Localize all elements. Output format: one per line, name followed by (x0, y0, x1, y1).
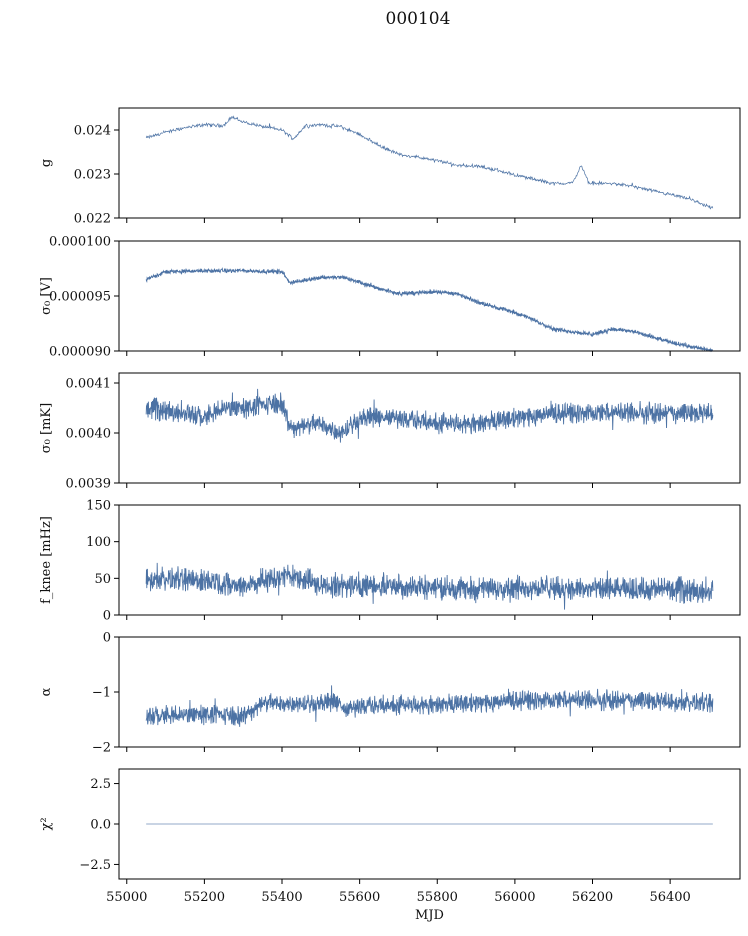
series-line-1 (145, 115, 714, 210)
y-tick-label: 100 (86, 535, 111, 550)
y-axis-label: f_knee [mHz] (39, 516, 54, 604)
x-tick-label: 55800 (417, 890, 458, 905)
y-tick-label: 150 (86, 499, 111, 514)
x-tick-label: 55400 (261, 890, 302, 905)
panel-2: 0.000090 0.000095 0.000100 σ₀ [V] (39, 235, 741, 360)
y-tick-label: 0 (103, 631, 111, 646)
figure-title: 000104 (386, 9, 451, 29)
y-tick-label: 0.0041 (66, 377, 112, 392)
panel-6: −2.5 0.0 2.5 χ² (39, 768, 741, 884)
panel-frame (118, 636, 741, 748)
y-axis-label: α (39, 687, 54, 696)
y-tick-label: 2.5 (90, 777, 111, 792)
x-tick-label: 55600 (339, 890, 380, 905)
panel-frame (118, 240, 741, 352)
y-tick-label: 0.000095 (49, 290, 111, 305)
panel-frame (118, 372, 741, 484)
x-axis-label: MJD (415, 908, 444, 923)
y-axis-label: g (39, 159, 54, 167)
x-tick-label: 56000 (494, 890, 535, 905)
y-tick-label: 0 (103, 609, 111, 624)
y-tick-label: −2.5 (79, 858, 111, 873)
series-line-3 (145, 388, 714, 443)
x-tick-label: 55200 (184, 890, 225, 905)
y-tick-label: 0.0039 (66, 477, 112, 492)
y-axis-label: χ² (39, 817, 54, 830)
panel-frame (118, 107, 741, 219)
x-tick-label: 56400 (649, 890, 690, 905)
y-tick-label: −2 (92, 741, 111, 756)
y-tick-label: 0.0 (90, 818, 111, 833)
panel-frame (118, 504, 741, 616)
y-tick-label: 0.000100 (49, 235, 111, 250)
y-axis-label: σ₀ [V] (39, 277, 54, 315)
panel-3: 0.0039 0.0040 0.0041 σ₀ [mK] (39, 372, 741, 492)
y-tick-label: −1 (92, 686, 111, 701)
y-tick-label: 0.023 (74, 168, 111, 183)
panel-5: −2 −1 0 α (39, 631, 741, 756)
x-tick-label: 56200 (572, 890, 613, 905)
y-tick-label: 50 (94, 572, 111, 587)
y-tick-label: 0.0040 (66, 427, 112, 442)
y-tick-label: 0.024 (74, 124, 111, 139)
y-tick-label: 0.000090 (49, 345, 111, 360)
panel-4: 0 50 100 150 f_knee [mHz] (39, 499, 741, 624)
panel-1: 0.022 0.023 0.024 g (39, 107, 741, 227)
x-tick-label: 55000 (106, 890, 147, 905)
y-tick-label: 0.022 (74, 212, 111, 227)
y-axis-label: σ₀ [mK] (39, 403, 54, 453)
series-line-5 (145, 685, 714, 727)
series-line-2 (145, 267, 713, 353)
series-line-4 (145, 562, 714, 610)
